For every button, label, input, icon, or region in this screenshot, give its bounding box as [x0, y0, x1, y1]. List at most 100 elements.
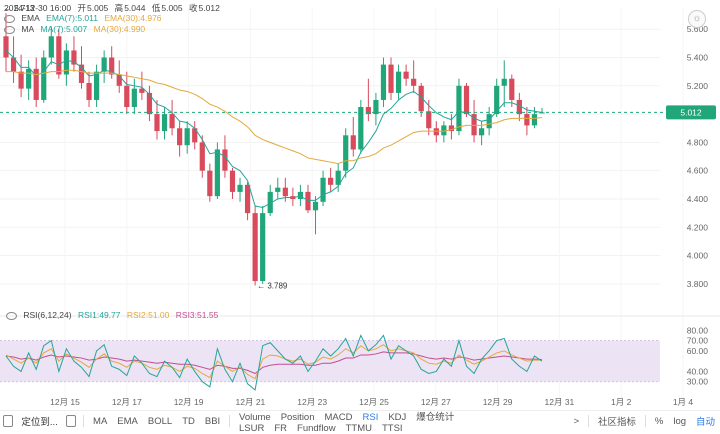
locate-icon[interactable]	[3, 415, 14, 427]
indicator-button-ema[interactable]: EMA	[117, 415, 138, 427]
price-tick-label: 5.200	[687, 81, 709, 91]
price-tick-label: 4.800	[687, 137, 709, 147]
candle-body	[237, 184, 243, 192]
candle-body	[448, 125, 455, 132]
locate-button[interactable]: 定位到...	[21, 417, 58, 428]
indicator-button-ttsi[interactable]: TTSI	[381, 422, 403, 434]
indicator-button-kdj[interactable]: KDJ	[388, 411, 407, 423]
time-tick-label: 12月 29	[483, 397, 513, 407]
visibility-eye-icon[interactable]	[4, 25, 15, 34]
candle-body	[297, 191, 304, 199]
visibility-eye-icon[interactable]	[6, 311, 17, 320]
candle-body	[411, 78, 417, 86]
percent-scale-toggle[interactable]: %	[654, 415, 664, 427]
indicator-button-爆仓统计[interactable]: 爆仓统计	[416, 411, 455, 423]
candle-body	[380, 64, 387, 100]
candle-body	[456, 85, 462, 132]
candle-body	[516, 99, 522, 115]
price-tick-label: 4.600	[687, 166, 709, 176]
candle-body	[131, 88, 137, 108]
price-tick-label: 5.400	[687, 53, 709, 63]
indicator-button-td[interactable]: TD	[182, 415, 195, 427]
auto-scale-toggle[interactable]: 自动	[696, 417, 716, 428]
time-tick-label: 12月 17	[112, 397, 142, 407]
candle-body	[3, 36, 9, 58]
time-tick-label: 1月 2	[611, 397, 632, 407]
candle-body	[267, 191, 273, 214]
rsi3-line	[5, 351, 543, 375]
indicator-button-rsi[interactable]: RSI	[362, 411, 379, 423]
high-label: 高	[114, 3, 124, 13]
ema7-value: EMA(7):5.011	[46, 13, 98, 23]
low-label: 低	[151, 3, 161, 13]
indicator-button-lsur[interactable]: LSUR	[239, 422, 265, 434]
time-tick-label: 12月 31	[545, 397, 575, 407]
candle-body	[199, 142, 205, 171]
indicator-button-ttmu[interactable]: TTMU	[345, 422, 372, 434]
candle-body	[252, 213, 258, 282]
candle-body	[282, 187, 288, 197]
candle-body	[320, 177, 326, 202]
candle-body	[328, 177, 334, 185]
indicator-button-fundflow[interactable]: Fundflow	[297, 422, 336, 434]
community-indicators-button[interactable]: 社区指标	[598, 417, 637, 428]
visibility-eye-icon[interactable]	[4, 14, 15, 23]
kline-chart[interactable]: 5.6005.4005.2005.0004.8004.6004.4004.200…	[0, 0, 720, 410]
candle-body	[479, 128, 485, 136]
candle-body	[312, 201, 319, 211]
indicator-button-ma[interactable]: MA	[93, 415, 108, 427]
candle-body	[41, 57, 47, 100]
candle-body	[395, 71, 402, 93]
candle-body	[146, 92, 153, 115]
candle-body	[10, 57, 17, 72]
rsi3-value: RSI3:51.55	[175, 310, 219, 320]
rsi1-value: RSI1:49.77	[77, 310, 121, 320]
candle-body	[124, 85, 130, 108]
candle-body	[93, 71, 100, 100]
indicator-button-boll[interactable]: BOLL	[147, 415, 173, 427]
log-scale-toggle[interactable]: log	[673, 415, 687, 427]
divider	[588, 415, 590, 427]
candle-body	[71, 50, 77, 65]
candle-body	[486, 114, 492, 129]
ema30-value: EMA(30):4.976	[104, 13, 162, 23]
low-value: 5.005	[161, 3, 183, 13]
indicator-button-bbi[interactable]: BBI	[204, 415, 221, 427]
candle-body	[214, 149, 220, 197]
price-tick-label: 5.600	[687, 24, 709, 34]
more-indicators-button[interactable]: >	[573, 415, 580, 427]
ema7-line	[5, 50, 543, 208]
ma-legend[interactable]: MA MA(7):5.007 MA(30):4.990	[4, 24, 149, 34]
candle-body	[63, 50, 69, 75]
indicator-button-fr[interactable]: FR	[274, 422, 288, 434]
candle-body	[463, 85, 470, 115]
indicator-button-macd[interactable]: MACD	[324, 411, 353, 423]
rsi-band	[0, 340, 660, 382]
candle-body	[86, 82, 92, 100]
candle-body	[531, 114, 538, 126]
indicator-button-volume[interactable]: Volume	[239, 411, 271, 423]
candle-body	[335, 170, 341, 185]
candle-body	[358, 107, 364, 150]
candle-body	[509, 78, 515, 100]
close-value: 5.012	[198, 3, 220, 13]
price-tick-label: 4.400	[687, 194, 709, 204]
candle-body	[365, 107, 371, 115]
calendar-icon[interactable]	[65, 415, 77, 427]
price-tick-label: 4.000	[687, 251, 709, 261]
ma-name: MA	[21, 24, 35, 34]
candle-body	[48, 36, 54, 58]
open-label: 开	[77, 3, 87, 13]
indicator-button-position[interactable]: Position	[280, 411, 315, 423]
rsi-tick-label: 40.00	[687, 366, 709, 376]
candle-body	[494, 85, 500, 115]
rsi-tick-label: 60.00	[687, 346, 709, 356]
last-price-label: 5.012	[680, 107, 702, 117]
rsi-legend[interactable]: RSI(6,12,24) RSI1:49.77 RSI2:51.00 RSI3:…	[6, 310, 222, 320]
candle-body	[116, 74, 122, 86]
candle-body	[343, 135, 349, 171]
open-value: 5.005	[87, 3, 109, 13]
ema-legend[interactable]: EMA EMA(7):5.011 EMA(30):4.976	[4, 13, 166, 23]
theme-toggle-icon[interactable]: ☼	[688, 10, 706, 28]
